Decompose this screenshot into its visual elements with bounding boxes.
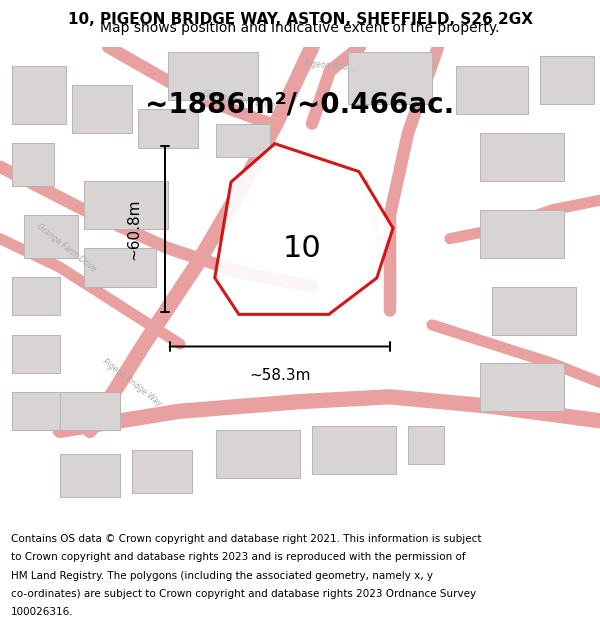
- Text: Grange Farm Drive: Grange Farm Drive: [35, 222, 97, 274]
- Polygon shape: [12, 66, 66, 124]
- Polygon shape: [60, 454, 120, 498]
- Text: Contains OS data © Crown copyright and database right 2021. This information is : Contains OS data © Crown copyright and d…: [11, 534, 481, 544]
- Polygon shape: [216, 124, 270, 157]
- Polygon shape: [132, 449, 192, 493]
- Text: 100026316.: 100026316.: [11, 608, 73, 618]
- Text: Pigeon Bridge Way: Pigeon Bridge Way: [358, 179, 386, 251]
- Text: 10: 10: [283, 234, 322, 263]
- Text: ~60.8m: ~60.8m: [127, 198, 142, 260]
- Polygon shape: [215, 144, 393, 314]
- Text: 10, PIGEON BRIDGE WAY, ASTON, SHEFFIELD, S26 2GX: 10, PIGEON BRIDGE WAY, ASTON, SHEFFIELD,…: [67, 12, 533, 27]
- Text: Pigeon Brid...: Pigeon Brid...: [304, 59, 356, 72]
- Polygon shape: [540, 56, 594, 104]
- Polygon shape: [312, 426, 396, 474]
- Polygon shape: [12, 334, 60, 373]
- Polygon shape: [480, 363, 564, 411]
- Polygon shape: [84, 248, 156, 286]
- Text: ~58.3m: ~58.3m: [249, 368, 311, 382]
- Polygon shape: [12, 392, 60, 431]
- Polygon shape: [168, 52, 258, 99]
- Text: co-ordinates) are subject to Crown copyright and database rights 2023 Ordnance S: co-ordinates) are subject to Crown copyr…: [11, 589, 476, 599]
- Polygon shape: [12, 277, 60, 316]
- Polygon shape: [480, 133, 564, 181]
- Polygon shape: [60, 392, 120, 431]
- Polygon shape: [216, 431, 300, 478]
- Polygon shape: [84, 181, 168, 229]
- Polygon shape: [72, 85, 132, 133]
- Polygon shape: [408, 426, 444, 464]
- Text: HM Land Registry. The polygons (including the associated geometry, namely x, y: HM Land Registry. The polygons (includin…: [11, 571, 433, 581]
- Text: Map shows position and indicative extent of the property.: Map shows position and indicative extent…: [100, 21, 500, 35]
- Polygon shape: [348, 52, 432, 104]
- Text: Pigeon Bridge Way: Pigeon Bridge Way: [101, 357, 163, 408]
- Text: ~1886m²/~0.466ac.: ~1886m²/~0.466ac.: [145, 91, 455, 118]
- Polygon shape: [480, 210, 564, 258]
- Polygon shape: [24, 214, 78, 258]
- Text: to Crown copyright and database rights 2023 and is reproduced with the permissio: to Crown copyright and database rights 2…: [11, 552, 466, 562]
- Polygon shape: [492, 286, 576, 334]
- Polygon shape: [138, 109, 198, 148]
- Polygon shape: [456, 66, 528, 114]
- Text: Grange Farm Drive: Grange Farm Drive: [203, 89, 277, 111]
- Polygon shape: [12, 142, 54, 186]
